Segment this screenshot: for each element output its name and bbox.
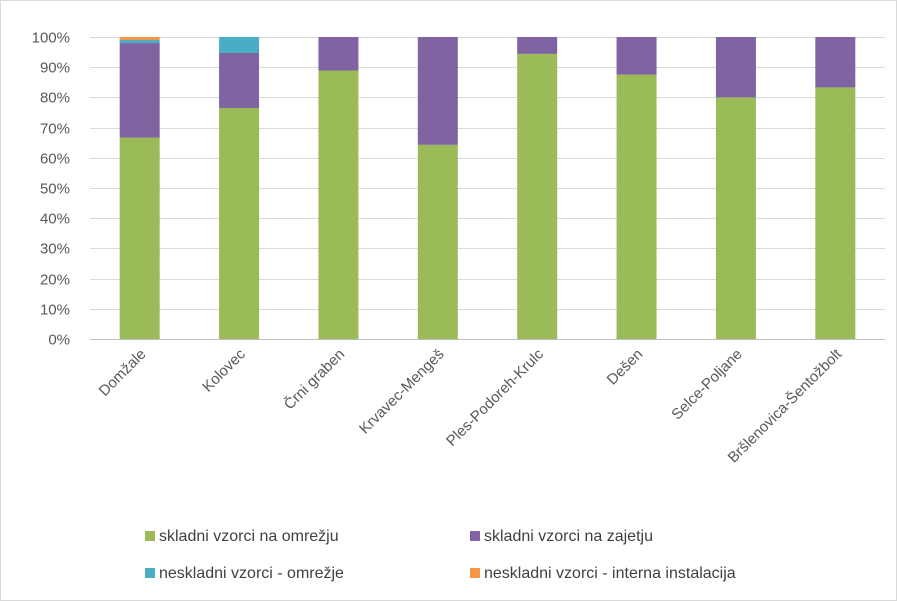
y-tick-label: 50% <box>40 181 70 198</box>
bar-segment-2-4 <box>417 37 458 145</box>
bar-segment-2-5 <box>517 37 558 54</box>
legend-swatch <box>470 531 480 541</box>
bars <box>119 37 856 340</box>
legend-label: skladni vzorci na omrežju <box>159 528 339 545</box>
x-axis-category-labels: Domžale Kolovec Črni graben Krvavec-MengešP… <box>96 345 846 466</box>
y-tick-label: 20% <box>40 272 70 289</box>
y-tick-label: 70% <box>40 121 70 138</box>
legend-swatch <box>145 531 155 541</box>
x-tick-label: Kolovec <box>199 345 249 395</box>
legend-label: neskladni vzorci - interna instalacija <box>484 565 736 582</box>
bar-segment-2-8 <box>815 37 856 88</box>
legend-swatch <box>470 568 480 578</box>
bar-segment-4-1 <box>119 37 160 41</box>
bar-segment-2-6 <box>616 37 657 75</box>
x-tick-label: Ples-Podoreh-Krulc <box>443 345 547 449</box>
bar-segment-2-2 <box>219 53 260 108</box>
y-tick-label: 30% <box>40 241 70 258</box>
x-tick-label: Črni graben <box>281 346 348 413</box>
legend-label: skladni vzorci na zajetju <box>484 528 653 545</box>
bar-segment-1-6 <box>616 74 657 339</box>
bar-segment-2-1 <box>119 43 160 138</box>
bar-segment-1-1 <box>119 137 160 339</box>
legend-label: neskladni vzorci - omrežje <box>159 565 344 582</box>
x-tick-label: Dešen <box>604 346 647 389</box>
legend-swatch <box>145 568 155 578</box>
y-tick-label: 40% <box>40 211 70 228</box>
gridlines <box>90 37 885 310</box>
x-tick-label: Bršlenovica-Šentožbolt <box>725 345 846 466</box>
y-tick-label: 0% <box>48 332 70 349</box>
legend: skladni vzorci na omrežju skladni vzorci … <box>145 528 736 582</box>
bar-segment-1-8 <box>815 87 856 340</box>
bar-segment-2-7 <box>715 37 756 98</box>
bar-segment-2-3 <box>318 37 359 71</box>
y-tick-label: 100% <box>32 30 70 47</box>
y-tick-label: 90% <box>40 60 70 77</box>
x-tick-label: Domžale <box>96 346 150 400</box>
bar-segment-3-2 <box>219 37 260 54</box>
y-axis-tick-labels: 0% 10% 20% 30% 40% 50% 60% 70% 80% 90% 100% <box>32 30 70 349</box>
bar-segment-1-2 <box>219 107 260 339</box>
bar-segment-1-3 <box>318 70 359 340</box>
y-tick-label: 60% <box>40 151 70 168</box>
bar-segment-1-4 <box>417 144 458 339</box>
bar-segment-1-5 <box>517 53 558 339</box>
bar-segment-1-7 <box>715 97 756 340</box>
x-tick-label: Selce-Poljane <box>668 346 745 423</box>
x-tick-label: Krvavec-Mengeš <box>356 346 448 438</box>
y-tick-label: 10% <box>40 302 70 319</box>
y-tick-label: 80% <box>40 90 70 107</box>
bar-segment-3-1 <box>119 40 160 44</box>
